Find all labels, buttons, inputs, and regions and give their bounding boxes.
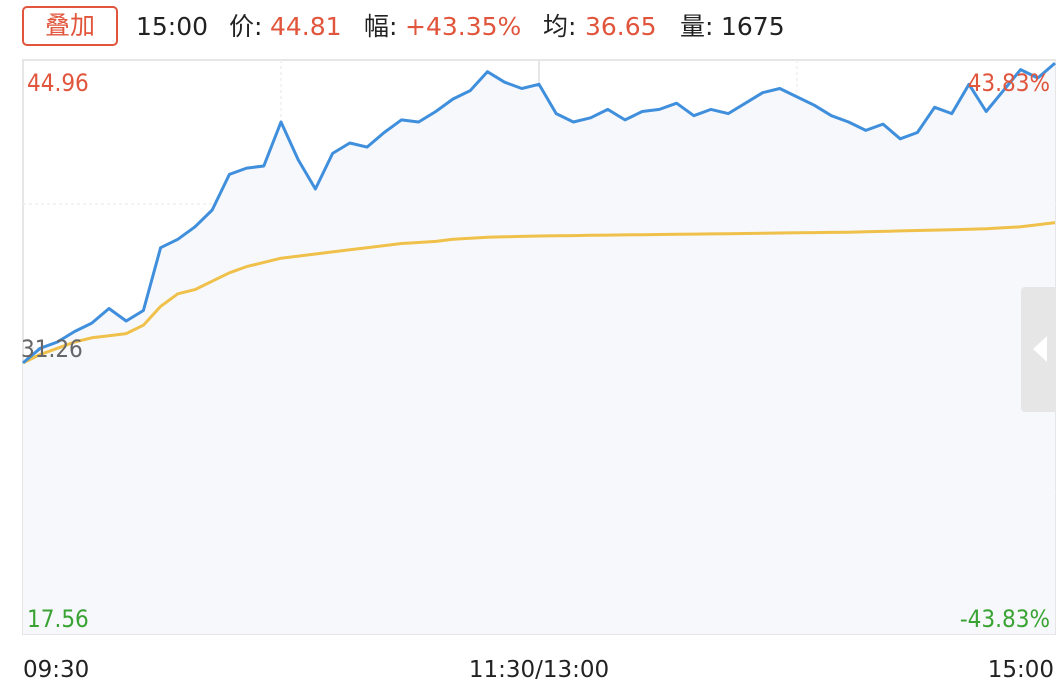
change-label: 幅: [364,12,398,41]
collapse-panel-button[interactable] [1021,287,1056,412]
price-label: 价: [229,12,263,41]
volume-label: 量: [680,12,714,41]
change-value: +43.35% [405,12,522,41]
average-price-line [22,221,1056,365]
price-value: 44.81 [270,12,342,41]
avg-label: 均: [543,12,577,41]
y-tick-low: 17.56 [27,605,89,633]
chevron-left-icon [1033,336,1047,362]
y-tick-high: 44.96 [27,69,89,97]
x-tick-midday: 11:30/13:00 [469,657,609,683]
price-line [22,61,1056,365]
quote-header: 叠加 15:00 价: 44.81 幅: +43.35% 均: 36.65 量:… [0,0,1056,54]
x-tick-close: 15:00 [988,657,1054,683]
overlay-button[interactable]: 叠加 [22,6,118,46]
avg-value: 36.65 [585,12,657,41]
x-tick-open: 09:30 [23,657,89,683]
price-area-fill [23,63,1055,635]
y-tick-pct-high: 43.83% [968,69,1050,97]
volume-value: 1675 [721,12,785,41]
y-tick-pct-low: -43.83% [960,605,1050,633]
y-tick-preclose: 31.26 [21,335,83,363]
time-value: 15:00 [136,12,209,41]
